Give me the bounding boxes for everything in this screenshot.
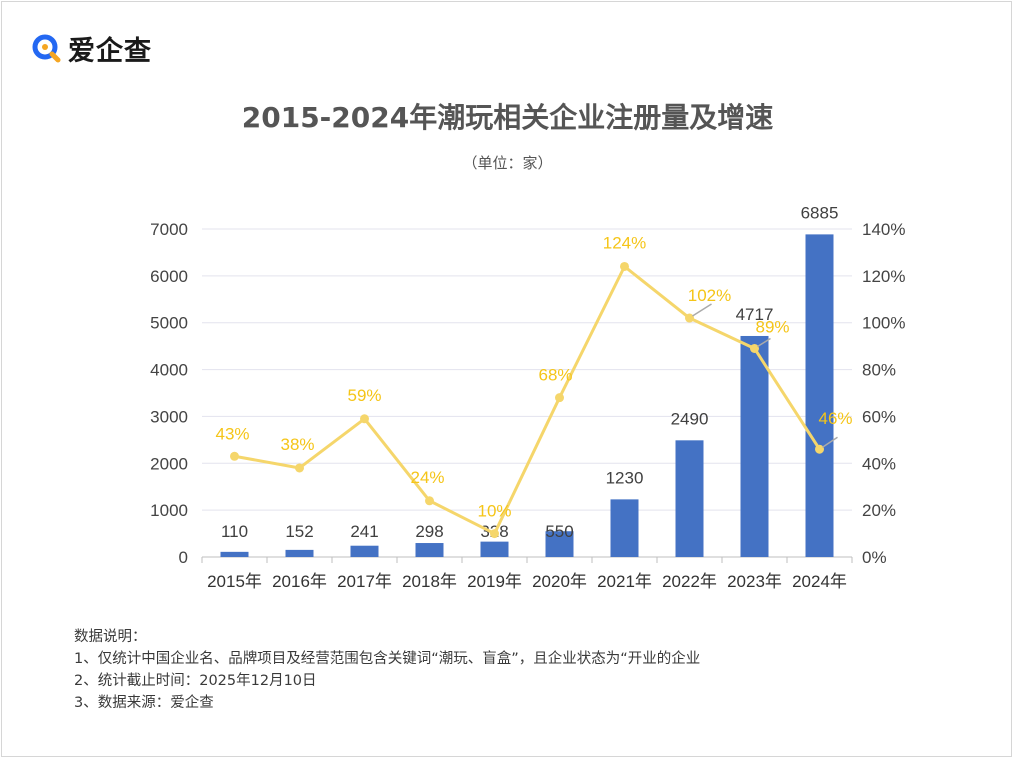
- y-right-tick-label: 40%: [862, 454, 896, 473]
- y-right-tick-label: 100%: [862, 314, 905, 333]
- bar: [350, 545, 379, 557]
- growth-data-label: 24%: [410, 468, 444, 487]
- bar-data-label: 4717: [736, 305, 774, 324]
- growth-point: [685, 313, 694, 323]
- bar: [610, 499, 639, 557]
- growth-data-label: 124%: [603, 233, 646, 252]
- growth-point: [815, 444, 824, 454]
- bar-data-label: 1230: [606, 468, 644, 487]
- y-left-tick-label: 1000: [150, 501, 188, 520]
- x-tick-label: 2024年: [792, 572, 847, 591]
- bar: [675, 440, 704, 557]
- x-tick-label: 2018年: [402, 572, 457, 591]
- y-left-tick-label: 6000: [150, 267, 188, 286]
- brand-name: 爱企查: [68, 35, 152, 67]
- bar: [545, 531, 574, 557]
- x-tick-label: 2016年: [272, 572, 327, 591]
- y-right-tick-label: 80%: [862, 361, 896, 380]
- bar-data-label: 2490: [671, 409, 709, 428]
- growth-line: [234, 264, 821, 536]
- x-tick-label: 2015年: [207, 572, 262, 591]
- data-notes: 数据说明： 1、仅统计中国企业名、品牌项目及经营范围包含关键词“潮玩、盲盒”，且…: [74, 626, 700, 714]
- growth-data-label: 38%: [280, 435, 314, 454]
- growth-data-label: 10%: [477, 502, 511, 521]
- note-item-3: 3、数据来源：爱企查: [74, 695, 214, 711]
- label-leader-line: [757, 337, 771, 348]
- chart-canvas: 0 1000 2000 3000 4000 5000 6000 7000 0% 20% 40% 60%…: [150, 203, 905, 591]
- growth-data-label: 68%: [538, 366, 572, 385]
- notes-heading: 数据说明：: [74, 629, 147, 645]
- label-leader-line: [692, 303, 712, 317]
- growth-point: [295, 463, 304, 473]
- x-tick-label: 2017年: [337, 572, 392, 591]
- note-item-2: 2、统计截止时间：2025年12月10日: [74, 673, 317, 689]
- brand-logo: 爱企查: [30, 30, 152, 67]
- bar: [805, 234, 834, 558]
- y-right-tick-label: 60%: [862, 407, 896, 426]
- bar-data-label: 110: [221, 522, 248, 541]
- bar: [480, 541, 509, 557]
- x-tick-label: 2023年: [727, 572, 782, 591]
- y-right-tick-label: 20%: [862, 501, 896, 520]
- bar-data-label: 550: [545, 522, 573, 541]
- magnifier-logo-icon: [32, 34, 61, 63]
- y-right-tick-label: 140%: [862, 220, 905, 239]
- x-tick-label: 2019年: [467, 572, 522, 591]
- y-right-tick-label: 120%: [862, 267, 905, 286]
- growth-data-label: 43%: [215, 424, 249, 443]
- bar-data-label: 298: [415, 522, 443, 541]
- bar: [285, 549, 314, 557]
- bar-data-label: 241: [350, 522, 378, 541]
- growth-data-label: 46%: [818, 409, 852, 428]
- note-item-1: 1、仅统计中国企业名、品牌项目及经营范围包含关键词“潮玩、盲盒”，且企业状态为“…: [74, 651, 701, 667]
- growth-data-label: 102%: [688, 286, 731, 305]
- y-left-tick-label: 4000: [150, 361, 188, 380]
- chart-subtitle: （单位：家）: [462, 154, 553, 172]
- x-tick-label: 2022年: [662, 572, 717, 591]
- y-left-tick-label: 2000: [150, 454, 188, 473]
- growth-data-label: 89%: [755, 317, 789, 336]
- growth-point: [750, 343, 759, 353]
- bar-data-label: 152: [285, 522, 313, 541]
- bar: [740, 335, 769, 557]
- growth-point: [555, 393, 564, 403]
- y-left-tick-label: 3000: [150, 407, 188, 426]
- y-left-tick-label: 0: [179, 548, 188, 567]
- growth-point: [620, 261, 629, 271]
- growth-point: [360, 414, 369, 424]
- growth-data-label: 59%: [347, 386, 381, 405]
- x-tick-label: 2021年: [597, 572, 652, 591]
- y-left-tick-label: 5000: [150, 314, 188, 333]
- bar-data-label: 6885: [801, 203, 839, 222]
- y-left-tick-label: 7000: [150, 220, 188, 239]
- bar: [220, 551, 249, 557]
- x-tick-label: 2020年: [532, 572, 587, 591]
- bar: [415, 543, 444, 557]
- growth-point: [490, 529, 499, 539]
- chart-title: 2015-2024年潮玩相关企业注册量及增速: [241, 101, 774, 134]
- growth-point: [230, 451, 239, 461]
- growth-point: [425, 496, 434, 506]
- label-leader-line: [822, 436, 838, 448]
- y-right-tick-label: 0%: [862, 548, 887, 567]
